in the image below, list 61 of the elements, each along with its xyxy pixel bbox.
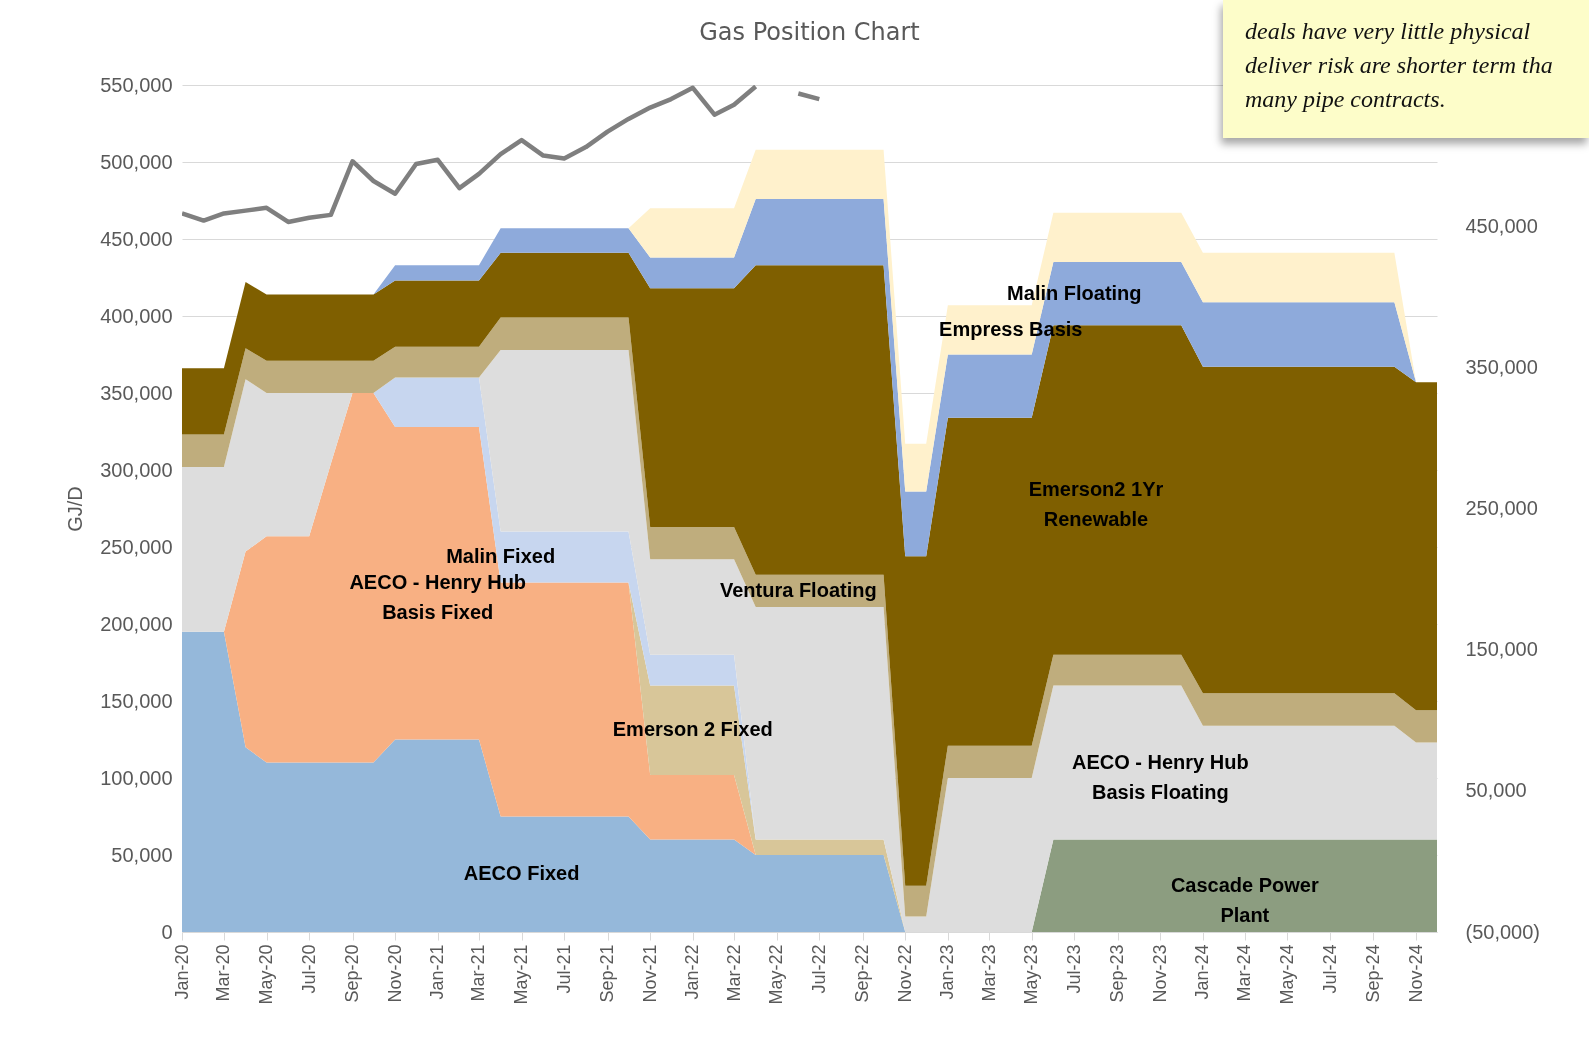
x-tick-label: Jan-24 xyxy=(1192,944,1213,1000)
x-tick-label: Jul-23 xyxy=(1063,944,1084,994)
y2-tick-label: (50,000) xyxy=(1465,920,1540,943)
y2-tick-label: 150,000 xyxy=(1465,638,1538,661)
x-tick-label: Jan-21 xyxy=(427,944,448,1000)
x-tick-label: Nov-24 xyxy=(1405,944,1426,1003)
x-tick-label: Nov-22 xyxy=(894,944,915,1003)
x-tick-label: Jul-21 xyxy=(553,944,574,994)
x-tick-label: Nov-21 xyxy=(639,944,660,1003)
y-tick-label: 250,000 xyxy=(100,535,173,558)
x-tick-label: Mar-24 xyxy=(1234,944,1255,1002)
x-tick-label: May-23 xyxy=(1021,944,1042,1005)
series-label: Ventura Floating xyxy=(719,578,877,601)
x-tick-label: May-24 xyxy=(1276,944,1297,1005)
x-tick-label: Sep-22 xyxy=(852,944,873,1003)
y-tick-label: 350,000 xyxy=(100,381,173,404)
y-tick-label: 450,000 xyxy=(100,227,173,250)
series-label: AECO - Henry Hub Basis Floating xyxy=(1071,750,1249,803)
y-tick-label: 300,000 xyxy=(100,458,173,481)
x-tick-label: May-20 xyxy=(256,944,277,1005)
annotation: deals have very little physical deliver risk are shorter term tha many pipe contracts. xyxy=(1223,0,1589,138)
series-label: Cascade Power Plant xyxy=(1170,873,1319,926)
x-tick-label: Jul-20 xyxy=(298,944,319,994)
x-tick-label: Sep-23 xyxy=(1107,944,1128,1003)
series-label: AECO Fixed xyxy=(463,862,580,885)
series-label: Malin Floating xyxy=(1007,281,1142,304)
y-tick-label: 100,000 xyxy=(100,766,173,789)
x-tick-label: May-21 xyxy=(511,944,532,1005)
y2-tick-label: 450,000 xyxy=(1465,214,1538,237)
x-tick-label: Jul-22 xyxy=(808,944,829,994)
chart-title: Gas Position Chart xyxy=(699,18,920,46)
series-label: Emerson2 1Yr Renewable xyxy=(1028,478,1164,531)
x-tick-label: Nov-23 xyxy=(1149,944,1170,1003)
y-tick-label: 150,000 xyxy=(100,689,173,712)
x-tick-label: Jan-23 xyxy=(937,944,958,1000)
series-label: Malin Fixed xyxy=(446,545,556,568)
y-axis-title: GJ/D xyxy=(64,486,87,532)
y-tick-label: 500,000 xyxy=(100,150,173,173)
y2-tick-label: 250,000 xyxy=(1465,497,1538,519)
x-tick-label: Mar-21 xyxy=(468,944,489,1002)
x-tick-label: Jan-22 xyxy=(682,944,703,1000)
series-label: Emerson 2 Fixed xyxy=(612,718,773,741)
x-tick-label: Mar-23 xyxy=(978,944,999,1002)
y-tick-label: 0 xyxy=(161,920,173,943)
y-tick-label: 50,000 xyxy=(111,843,173,866)
x-tick-label: May-22 xyxy=(766,944,787,1005)
y-tick-label: 550,000 xyxy=(100,73,173,96)
y2-tick-label: 350,000 xyxy=(1465,355,1538,378)
x-tick-label: Jan-20 xyxy=(171,944,192,1000)
series-label: AECO - Henry Hub Basis Fixed xyxy=(349,571,527,624)
x-tick-label: Sep-21 xyxy=(597,944,618,1003)
x-tick-label: Jul-24 xyxy=(1319,944,1340,994)
x-tick-label: Mar-20 xyxy=(213,944,234,1002)
y-tick-label: 200,000 xyxy=(100,612,173,635)
y2-tick-label: 50,000 xyxy=(1465,779,1527,802)
x-tick-label: Nov-20 xyxy=(384,944,405,1003)
x-tick-label: Sep-20 xyxy=(342,944,362,1003)
x-tick-label: Mar-22 xyxy=(723,944,744,1002)
y-tick-label: 400,000 xyxy=(100,304,173,327)
series-label: Empress Basis xyxy=(939,317,1083,340)
x-tick-label: Sep-24 xyxy=(1362,944,1383,1003)
